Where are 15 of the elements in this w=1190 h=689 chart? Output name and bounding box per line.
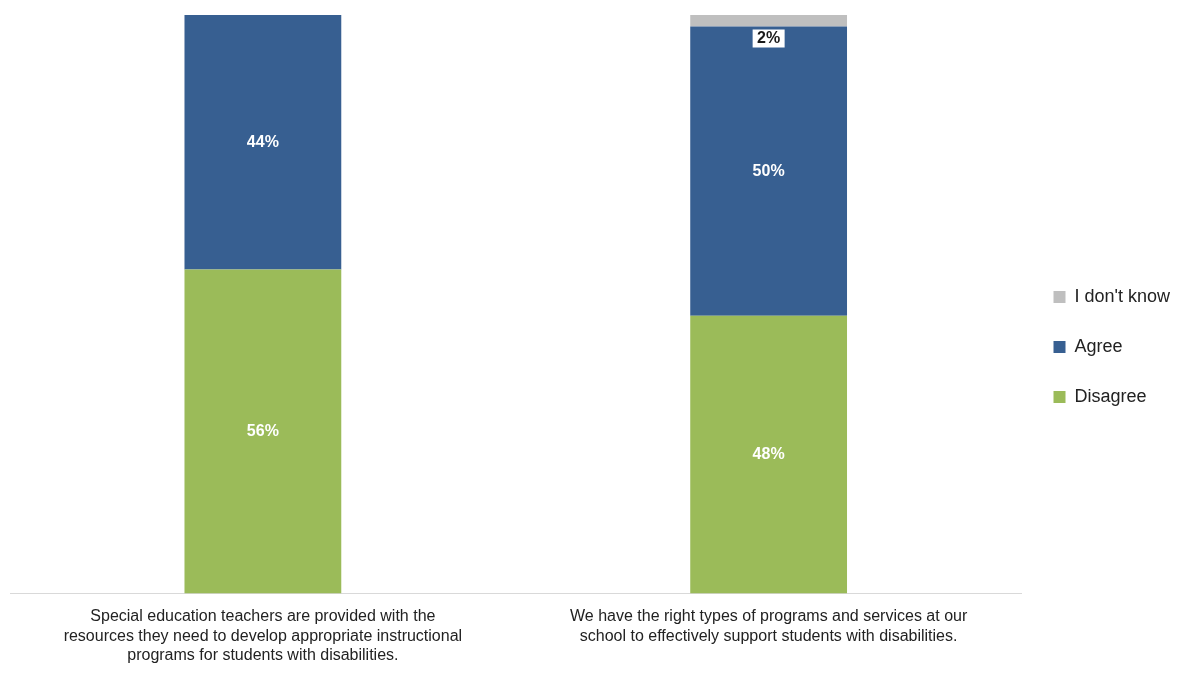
data-label: 56% bbox=[246, 421, 279, 439]
x-tick-label: Special education teachers are provided with the resources they need to develop appropriate instructional programs for students with disabilities. bbox=[63, 607, 463, 663]
bar bbox=[690, 26, 848, 316]
data-label: 2% bbox=[757, 28, 781, 46]
data-label: 48% bbox=[752, 444, 785, 462]
data-label: 44% bbox=[246, 132, 279, 150]
bar bbox=[690, 15, 848, 27]
legend-label: I don't know bbox=[1074, 285, 1171, 306]
x-tick-label: We have the right types of programs and services at our school to effectively support students with disabilities. bbox=[570, 607, 968, 644]
bar bbox=[184, 269, 342, 594]
bar bbox=[184, 15, 342, 270]
legend-label: Disagree bbox=[1074, 385, 1147, 406]
data-label: 50% bbox=[752, 161, 785, 179]
bar bbox=[690, 315, 848, 594]
legend-label: Agree bbox=[1074, 335, 1123, 356]
